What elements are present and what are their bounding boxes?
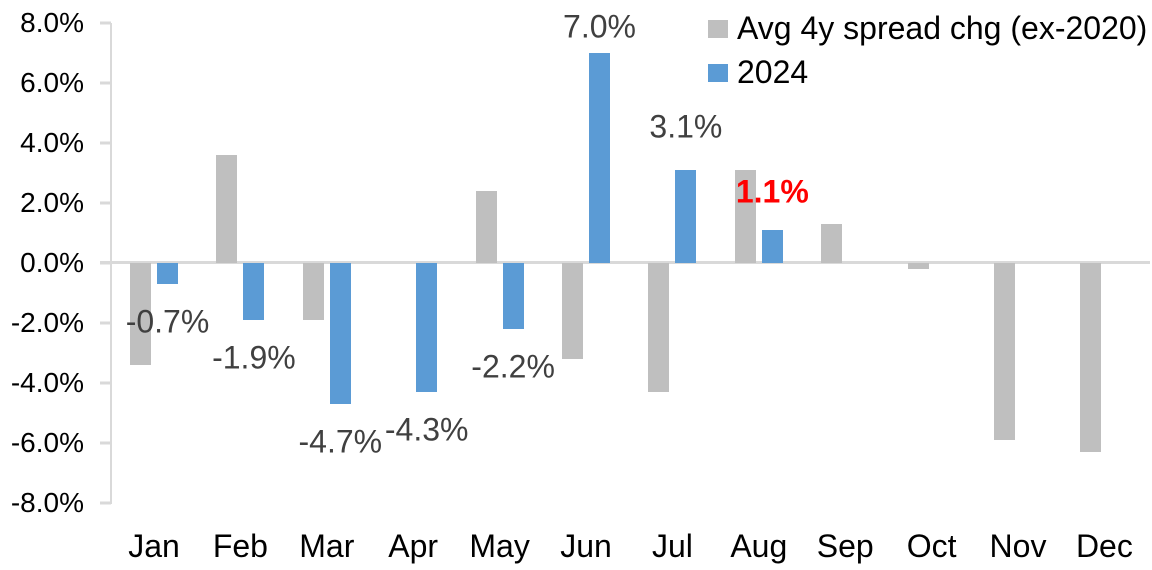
x-axis-label-oct: Oct bbox=[906, 528, 957, 564]
y-axis-tick-mark bbox=[100, 441, 111, 445]
avg-spread-bar-jul bbox=[648, 263, 670, 392]
avg-spread-bar-feb bbox=[216, 155, 238, 263]
avg-spread-bar-nov bbox=[994, 263, 1015, 440]
bar-2024-feb bbox=[243, 263, 265, 320]
y-axis-tick-label: 8.0% bbox=[20, 7, 84, 38]
x-axis-label-aug: Aug bbox=[730, 528, 788, 564]
data-label-mar: -4.7% bbox=[298, 423, 383, 460]
avg-spread-bar-aug bbox=[734, 170, 756, 263]
data-label-feb: -1.9% bbox=[212, 339, 296, 376]
x-axis-label-mar: Mar bbox=[299, 528, 355, 564]
bar-2024-aug bbox=[761, 230, 783, 263]
y-axis-tick-mark bbox=[100, 501, 111, 505]
y-axis-tick-label: -6.0% bbox=[10, 427, 84, 458]
bar-2024-jan bbox=[157, 263, 178, 284]
bar-2024-mar bbox=[329, 263, 351, 404]
legend-label: 2024 bbox=[737, 54, 809, 90]
y-axis-tick-label: -8.0% bbox=[10, 487, 84, 518]
avg-spread-bar-dec bbox=[1080, 263, 1102, 452]
legend: Avg 4y spread chg (ex-2020) 2024 bbox=[708, 10, 1147, 91]
y-axis-tick-mark bbox=[100, 201, 111, 205]
x-axis-label-nov: Nov bbox=[989, 528, 1047, 564]
legend-label: Avg 4y spread chg (ex-2020) bbox=[737, 10, 1148, 46]
x-axis-label-jan: Jan bbox=[128, 528, 180, 564]
x-axis-label-feb: Feb bbox=[212, 528, 268, 564]
y-axis-tick-label: 2.0% bbox=[20, 187, 84, 218]
zero-line bbox=[100, 261, 1150, 264]
x-axis-label-jun: Jun bbox=[560, 528, 612, 564]
x-axis-label-may: May bbox=[469, 528, 530, 564]
y-axis-tick-mark bbox=[100, 81, 111, 85]
bar-2024-apr bbox=[416, 263, 438, 392]
avg-spread-bar-mar bbox=[302, 263, 324, 320]
data-label-apr: -4.3% bbox=[384, 411, 469, 448]
x-axis-label-apr: Apr bbox=[388, 528, 439, 564]
data-label-jun: 7.0% bbox=[563, 8, 636, 45]
legend-swatch-blue bbox=[708, 63, 728, 82]
y-axis-tick-mark bbox=[100, 261, 111, 265]
data-label-jan: -0.7% bbox=[125, 303, 210, 340]
avg-spread-bar-oct bbox=[907, 263, 929, 269]
legend-item-2024: 2024 bbox=[708, 54, 1147, 91]
y-axis-tick-label: -2.0% bbox=[10, 307, 84, 338]
legend-item-avg-spread: Avg 4y spread chg (ex-2020) bbox=[708, 10, 1147, 47]
y-axis-tick-mark bbox=[100, 321, 111, 325]
y-axis-tick-mark bbox=[100, 381, 111, 385]
avg-spread-bar-jun bbox=[562, 263, 583, 359]
bar-2024-jul bbox=[675, 170, 697, 263]
x-axis-label-sep: Sep bbox=[816, 528, 874, 564]
y-axis-tick-mark bbox=[100, 141, 111, 145]
y-axis-tick-label: 0.0% bbox=[20, 247, 84, 278]
y-axis-tick-mark bbox=[100, 21, 111, 25]
bar-2024-jun bbox=[589, 53, 610, 263]
bar-2024-may bbox=[502, 263, 524, 329]
y-axis-tick-label: 4.0% bbox=[20, 127, 84, 158]
data-label-may: -2.2% bbox=[471, 348, 555, 385]
avg-spread-bar-jan bbox=[130, 263, 151, 365]
avg-spread-bar-may bbox=[475, 191, 497, 263]
y-axis-tick-label: -4.0% bbox=[10, 367, 84, 398]
y-axis-tick-label: 6.0% bbox=[20, 67, 84, 98]
x-axis-label-jul: Jul bbox=[651, 528, 693, 564]
data-label-aug: 1.1% bbox=[735, 173, 809, 210]
legend-swatch-gray bbox=[708, 19, 728, 38]
data-label-jul: 3.1% bbox=[649, 108, 723, 145]
avg-spread-bar-sep bbox=[821, 224, 843, 263]
x-axis-label-dec: Dec bbox=[1075, 528, 1133, 564]
